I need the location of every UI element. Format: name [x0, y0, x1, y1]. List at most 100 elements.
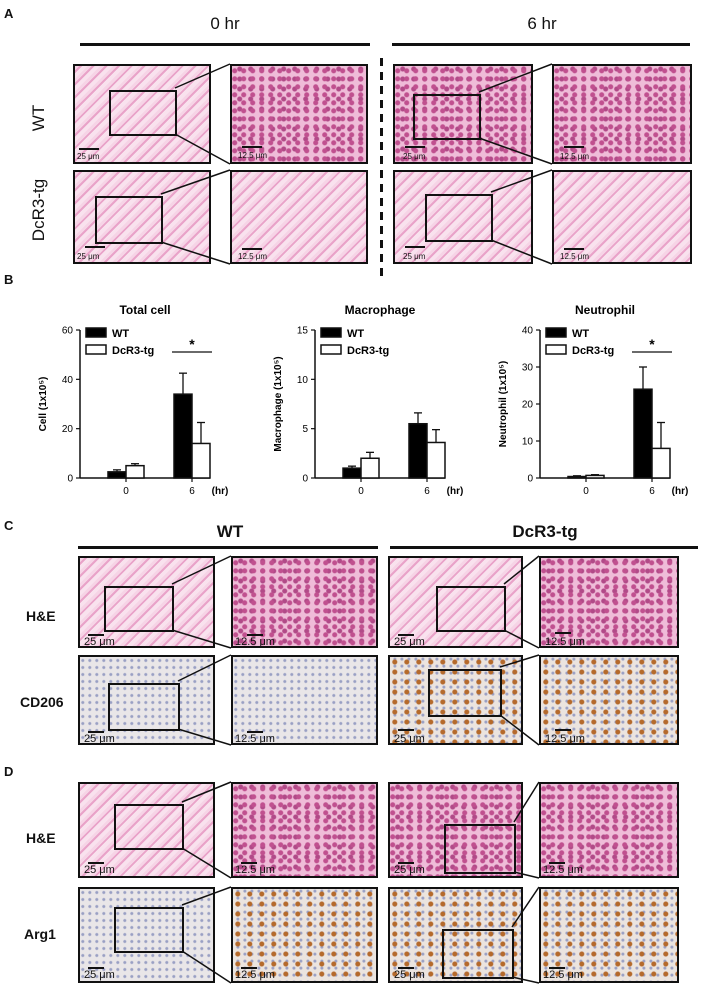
scale-label: 25 μm [77, 152, 100, 161]
scale-label: 25 μm [403, 152, 426, 161]
zoom-box [108, 683, 180, 731]
scale-bar [88, 634, 104, 636]
chart-title: Macrophage [345, 303, 416, 317]
scale-bar [398, 634, 414, 636]
bar-dcr3-tg [651, 447, 671, 479]
legend-swatch [320, 327, 342, 338]
zoom-connectors-a [160, 63, 553, 265]
legend-swatch [545, 327, 567, 338]
x-tick-label: 6 [189, 486, 195, 497]
chart-title: Neutrophil [575, 303, 635, 317]
scale-bar [398, 862, 414, 864]
scale-label: 25 μm [394, 864, 425, 876]
scale-bar [405, 246, 425, 248]
bar-wt [633, 388, 653, 479]
x-tick-label: 0 [123, 486, 129, 497]
scale-label: 12.5 μm [238, 151, 268, 160]
legend-label: DcR3-tg [572, 345, 614, 357]
zoom-box [413, 94, 481, 140]
scale-bar [242, 146, 262, 148]
bar-wt [342, 467, 362, 479]
panel-c-header-dcr3tg: DcR3-tg [512, 522, 578, 541]
scale-bar [241, 967, 257, 969]
micrograph-a-wt-6hr-zoom: 12.5 μm [552, 64, 692, 164]
bar-dcr3-tg [585, 474, 605, 479]
scale-label: 12.5 μm [545, 636, 585, 648]
bar-dcr3-tg [191, 442, 211, 479]
micrograph-a-dcr3-0hr: 25 μm [73, 170, 211, 264]
scale-label: 25 μm [84, 864, 115, 876]
scale-label: 12.5 μm [560, 152, 590, 161]
y-tick-label: 0 [302, 474, 308, 485]
y-tick-label: 40 [62, 375, 74, 386]
scale-label: 25 μm [84, 636, 115, 648]
micrograph-c-wt-he: 25 μm [78, 556, 215, 648]
legend-swatch [320, 344, 342, 355]
scale-label: 12.5 μm [543, 969, 583, 981]
bar-wt [408, 422, 428, 479]
bar-wt [107, 471, 127, 479]
legend-swatch [85, 327, 107, 338]
chart-total-cell: Total cell 0 20 40 60 Cell (1x10⁵) 0 6 (hr) WT DcR… [38, 303, 228, 497]
row-label-arg1: Arg1 [24, 926, 56, 942]
scale-label: 25 μm [394, 733, 425, 745]
scale-label: 12.5 μm [238, 252, 268, 261]
scale-bar [398, 967, 414, 969]
row-label-cd206: CD206 [20, 694, 64, 710]
micrograph-a-wt-0hr-zoom: 12.5 μm [230, 64, 368, 164]
significance-star: * [189, 336, 195, 352]
micrograph-c-wt-cd206: 25 μm [78, 655, 215, 745]
scale-label: 25 μm [394, 969, 425, 981]
micrograph-d-dcr3-he-zoom: 12.5 μm [539, 782, 679, 878]
zoom-box [425, 194, 493, 242]
micrograph-c-dcr3-he: 25 μm [388, 556, 523, 648]
header-underline [390, 546, 698, 549]
scale-bar [398, 729, 414, 731]
legend-label: DcR3-tg [112, 345, 154, 357]
y-tick-label: 10 [297, 375, 309, 386]
micrograph-d-wt-he-zoom: 12.5 μm [231, 782, 378, 878]
x-tick-label: 0 [583, 486, 589, 497]
header-underline [392, 43, 690, 46]
zoom-box [436, 586, 506, 632]
y-tick-label: 15 [297, 326, 309, 337]
panel-b-letter: B [4, 272, 14, 287]
micrograph-a-wt-6hr: 25 μm [393, 64, 533, 164]
scale-bar [88, 731, 104, 733]
legend-label: WT [112, 328, 129, 340]
y-tick-label: 20 [62, 424, 74, 435]
zoom-box [428, 669, 502, 717]
zoom-box [114, 907, 184, 953]
y-tick-label: 20 [522, 400, 534, 411]
bar-dcr3-tg [426, 441, 446, 479]
micrograph-d-wt-arg1-zoom: 12.5 μm [231, 887, 378, 983]
y-tick-label: 40 [522, 326, 534, 337]
bar-wt [173, 393, 193, 479]
header-underline [78, 546, 378, 549]
legend-swatch [545, 344, 567, 355]
scale-bar [549, 862, 565, 864]
scale-label: 12.5 μm [235, 733, 275, 745]
header-underline [80, 43, 370, 46]
zoom-box [109, 90, 177, 136]
panel-a-header-6hr: 6 hr [527, 14, 557, 33]
panel-c-letter: C [4, 518, 14, 533]
y-tick-label: 10 [522, 437, 534, 448]
row-label-he: H&E [26, 830, 56, 846]
x-unit-label: (hr) [447, 486, 464, 497]
micrograph-a-dcr3-6hr-zoom: 12.5 μm [552, 170, 692, 264]
scale-label: 25 μm [394, 636, 425, 648]
bar-dcr3-tg [125, 464, 145, 479]
y-tick-label: 5 [302, 424, 308, 435]
zoom-box [442, 929, 514, 979]
micrograph-d-wt-arg1: 25 μm [78, 887, 215, 983]
scale-bar [241, 862, 257, 864]
scale-bar [88, 862, 104, 864]
divider-dashed [380, 58, 383, 278]
legend-label: WT [572, 328, 589, 340]
zoom-connectors-d [181, 781, 540, 984]
scale-bar [564, 248, 584, 250]
scale-label: 25 μm [77, 252, 100, 261]
scale-bar [405, 146, 425, 148]
zoom-box [444, 824, 516, 874]
